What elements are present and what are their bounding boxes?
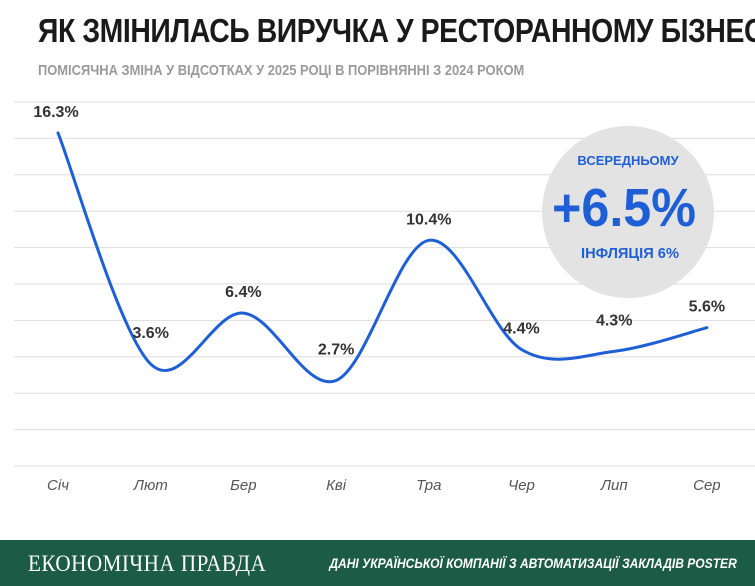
average-badge-circle: [542, 126, 714, 298]
x-tick-label: Чер: [508, 477, 535, 494]
average-badge-inflation-note: ІНФЛЯЦІЯ 6%: [581, 245, 679, 262]
data-label: 2.7%: [318, 341, 354, 358]
line-chart: 16.3% 3.6% 6.4% 2.7% 10.4% 4.4% 4.3% 5.6% Січ Лю…: [14, 101, 755, 494]
x-tick-label: Лют: [133, 477, 168, 494]
data-label: 3.6%: [132, 325, 168, 342]
data-label: 6.4%: [225, 284, 261, 301]
x-tick-label: Тра: [416, 477, 441, 494]
chart-title: ЯК ЗМІНИЛАСЬ ВИРУЧКА У РЕСТОРАННОМУ БІЗН…: [38, 12, 755, 49]
data-labels: 16.3% 3.6% 6.4% 2.7% 10.4% 4.4% 4.3% 5.6%: [33, 104, 725, 359]
chart-subtitle: ПОМІСЯЧНА ЗМІНА У ВІДСОТКАХ У 2025 РОЦІ …: [38, 62, 525, 79]
data-label: 16.3%: [33, 104, 78, 121]
data-label: 10.4%: [406, 211, 451, 228]
data-label: 5.6%: [689, 299, 725, 316]
brand-logo-text: ЕКОНОМІЧНА ПРАВДА: [28, 551, 267, 576]
x-axis-tick-labels: Січ Лют Бер Кві Тра Чер Лип Сер: [47, 477, 721, 494]
average-badge-value: +6.5%: [552, 178, 696, 238]
series-line: [56, 131, 709, 384]
x-tick-label: Сер: [693, 477, 721, 494]
average-badge-label: ВСЕРЕДНЬОМУ: [577, 153, 679, 168]
data-label: 4.4%: [503, 321, 539, 338]
x-tick-label: Бер: [230, 477, 256, 494]
data-label: 4.3%: [596, 312, 632, 329]
average-badge: ВСЕРЕДНЬОМУ +6.5% ІНФЛЯЦІЯ 6%: [542, 126, 714, 298]
x-tick-label: Кві: [326, 477, 347, 494]
data-source-note: ДАНІ УКРАЇНСЬКОЇ КОМПАНІЇ З АВТОМАТИЗАЦІ…: [329, 555, 737, 571]
x-tick-label: Лип: [600, 477, 628, 494]
x-tick-label: Січ: [47, 477, 69, 494]
footer-bar: ЕКОНОМІЧНА ПРАВДА ДАНІ УКРАЇНСЬКОЇ КОМПА…: [0, 540, 755, 586]
